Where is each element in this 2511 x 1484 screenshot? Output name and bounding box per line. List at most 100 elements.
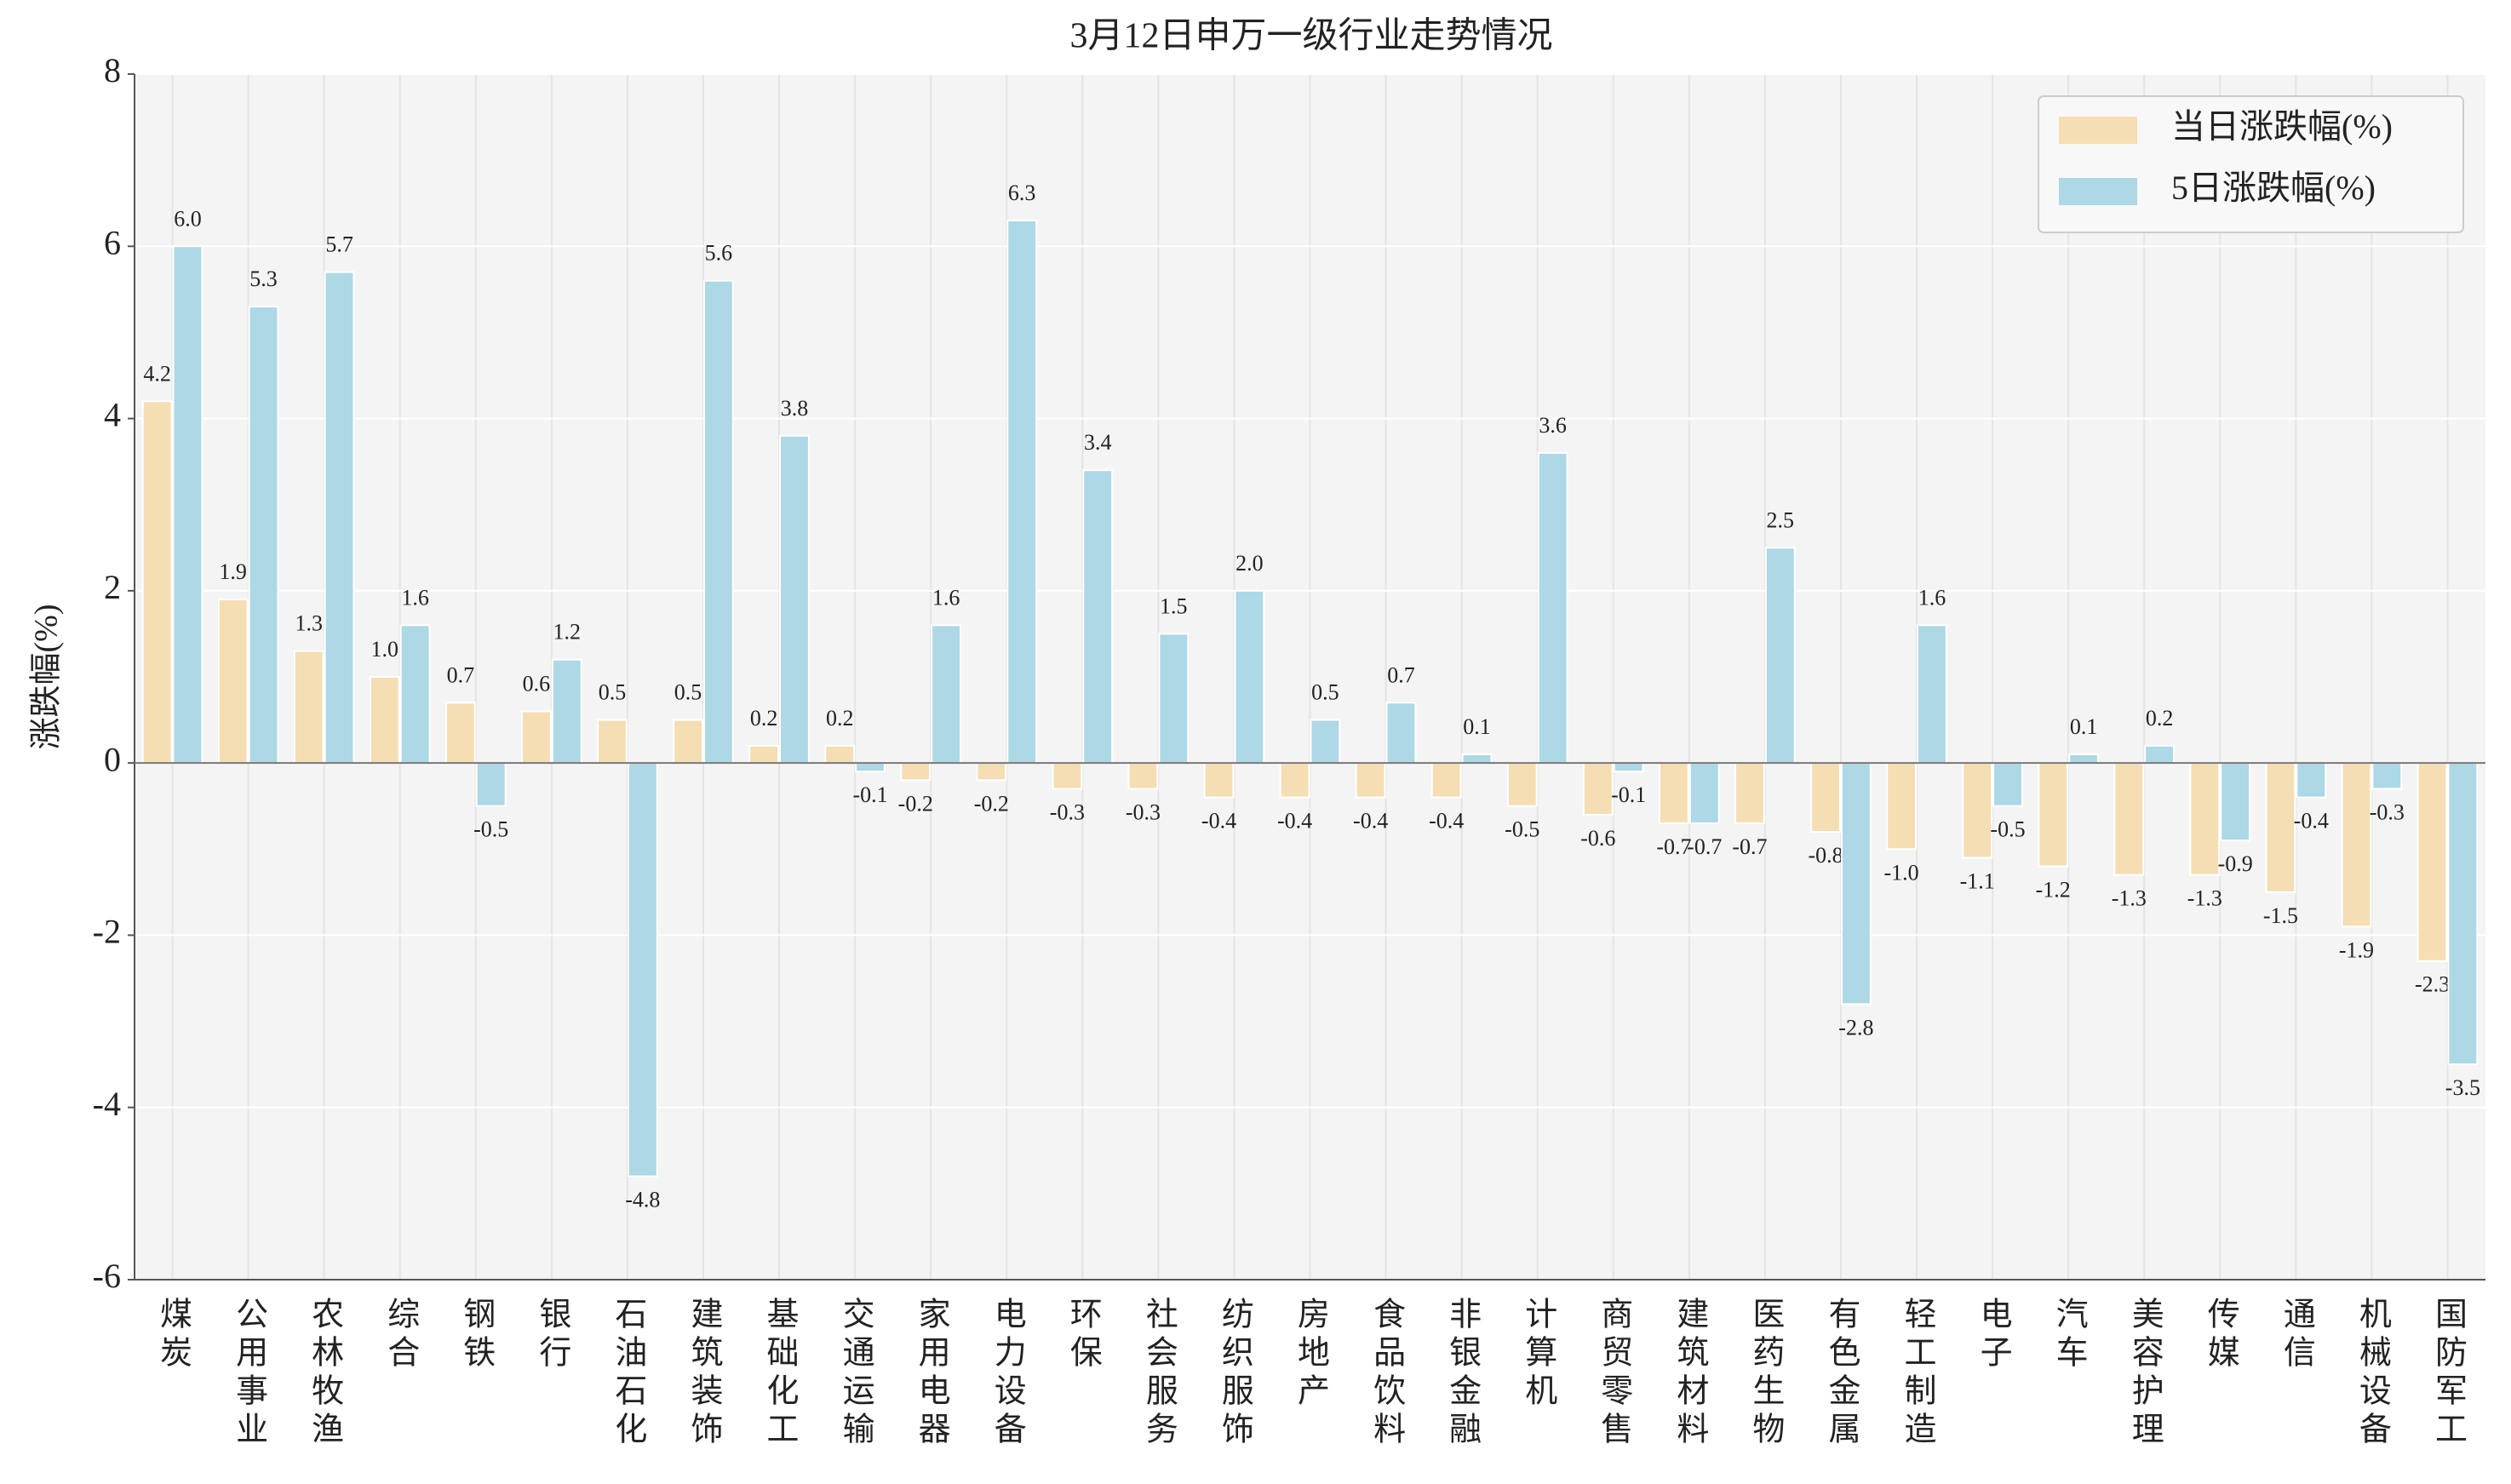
data-label: -0.2	[974, 791, 1009, 816]
data-label: 0.1	[2070, 714, 2098, 739]
data-label: -0.3	[2370, 799, 2405, 824]
data-label: 2.0	[1235, 551, 1264, 576]
data-label: 2.5	[1767, 507, 1795, 532]
bar	[931, 624, 962, 765]
x-tick-label: 轻工制造	[1899, 1297, 1935, 1450]
bar	[597, 719, 628, 765]
bar	[1461, 753, 1493, 765]
bar	[779, 434, 810, 765]
bar	[293, 650, 324, 765]
data-label: -1.9	[2339, 937, 2374, 962]
bar	[2144, 744, 2176, 765]
data-label: -0.4	[1201, 809, 1236, 834]
x-tick-label: 石油石化	[610, 1297, 647, 1450]
bar	[1582, 762, 1614, 816]
data-label: -1.3	[2187, 886, 2222, 911]
legend-label: 5日涨跌幅(%)	[2171, 169, 2376, 207]
x-tick-label: 建筑装饰	[685, 1297, 722, 1450]
bar	[1127, 762, 1159, 790]
legend-swatch	[2059, 178, 2137, 205]
bar	[2113, 762, 2145, 876]
data-label: 5.7	[325, 232, 353, 257]
data-label: 1.5	[1160, 593, 1188, 618]
data-label: 0.5	[1311, 680, 1339, 705]
y-tick-label: 2	[104, 568, 121, 606]
x-tick-label: 通信	[2278, 1297, 2314, 1373]
data-label: -1.1	[1960, 868, 1995, 893]
bar	[900, 762, 932, 782]
y-tick-label: 0	[104, 740, 121, 778]
bar	[673, 719, 703, 765]
x-tick-label: 商贸零售	[1596, 1297, 1632, 1450]
data-label: -0.7	[1732, 834, 1767, 859]
bar	[748, 744, 780, 765]
bar	[2447, 762, 2479, 1066]
data-label: 1.6	[1918, 585, 1946, 610]
x-tick-label: 农林牧渔	[307, 1297, 343, 1450]
bar	[1052, 762, 1083, 790]
y-tick-label: 8	[104, 51, 121, 89]
data-label: 1.9	[219, 559, 247, 584]
bar	[521, 710, 552, 765]
bar	[1006, 219, 1038, 765]
bar	[1430, 762, 1462, 799]
x-tick-label: 建筑材料	[1671, 1297, 1709, 1450]
data-label: -2.8	[1838, 1015, 1873, 1040]
bar	[1962, 762, 1993, 859]
x-tick-label: 家用电器	[913, 1297, 949, 1450]
bar	[1310, 719, 1341, 765]
data-label: -0.3	[1126, 799, 1161, 824]
y-tick-label: -6	[93, 1257, 121, 1295]
bar	[1764, 547, 1796, 765]
bar	[1688, 762, 1720, 824]
bar	[172, 245, 204, 765]
legend-label: 当日涨跌幅(%)	[2171, 107, 2393, 146]
data-label: -0.2	[898, 791, 933, 816]
data-label: -2.3	[2415, 972, 2450, 997]
x-tick-label: 基础化工	[761, 1297, 798, 1450]
bar	[2265, 762, 2296, 893]
data-label: -0.1	[852, 782, 887, 807]
bar	[2296, 762, 2327, 799]
x-tick-label: 美容护理	[2126, 1297, 2163, 1450]
x-tick-label: 国防军工	[2429, 1297, 2466, 1450]
data-label: 6.3	[1008, 180, 1036, 205]
x-tick-label: 非银金融	[1444, 1297, 1481, 1450]
data-label: -0.4	[1353, 809, 1388, 834]
data-label: -1.5	[2263, 903, 2298, 928]
x-tick-label: 交通运输	[837, 1297, 874, 1450]
bar	[217, 598, 249, 765]
data-label: 0.2	[750, 706, 778, 731]
x-tick-label: 计算机	[1520, 1297, 1556, 1412]
data-label: -0.4	[1429, 809, 1464, 834]
data-label: -0.6	[1580, 826, 1615, 851]
bar	[824, 744, 856, 765]
data-label: 0.6	[523, 671, 551, 696]
x-tick-label: 环保	[1064, 1297, 1102, 1373]
x-tick-label: 银行	[534, 1297, 571, 1373]
bar	[1992, 762, 2023, 807]
data-label: 1.3	[295, 611, 323, 636]
data-label: 3.6	[1539, 413, 1567, 438]
bar	[2068, 753, 2099, 765]
y-tick-label: -2	[93, 913, 121, 951]
bar	[1917, 624, 1947, 765]
x-tick-label: 社会服务	[1140, 1297, 1177, 1450]
data-label: -0.1	[1611, 782, 1646, 807]
bar	[1203, 762, 1235, 799]
data-label: 1.2	[553, 620, 582, 645]
data-label: -0.7	[1656, 834, 1691, 859]
x-tick-label: 煤炭	[155, 1297, 192, 1373]
data-label: -0.3	[1050, 799, 1085, 824]
data-label: 3.4	[1084, 430, 1112, 455]
bar	[702, 279, 734, 765]
bar	[1886, 762, 1918, 851]
x-tick-label: 传媒	[2202, 1297, 2239, 1373]
data-label: 0.1	[1463, 714, 1491, 739]
x-tick-label: 钢铁	[458, 1297, 495, 1373]
bar	[475, 762, 507, 807]
y-tick-label: 6	[104, 223, 121, 261]
x-tick-label: 机械设备	[2353, 1297, 2390, 1450]
bar	[2341, 762, 2372, 928]
